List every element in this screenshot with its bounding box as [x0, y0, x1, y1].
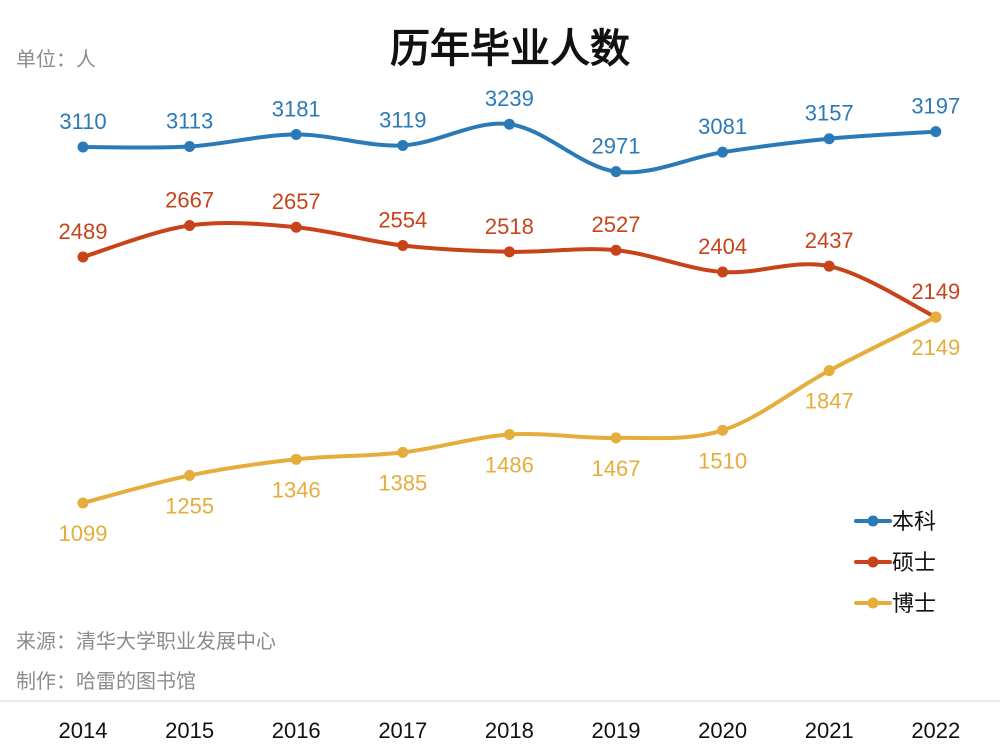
data-point-doctor-2020	[717, 424, 729, 436]
data-label-doctor-2019: 1467	[592, 456, 641, 481]
x-tick-label-2020: 2020	[698, 718, 747, 743]
legend-item-undergrad: 本科	[854, 510, 936, 535]
data-label-master-2016: 2657	[272, 189, 321, 214]
x-tick-label-2017: 2017	[378, 718, 427, 743]
data-label-master-2015: 2667	[165, 187, 214, 212]
data-point-doctor-2015	[184, 469, 196, 481]
data-point-master-2021	[823, 260, 835, 272]
data-point-undergrad-2020	[717, 146, 729, 158]
data-label-master-2022: 2149	[911, 279, 960, 304]
legend-label-doctor: 博士	[892, 592, 936, 617]
data-point-undergrad-2021	[823, 133, 835, 145]
legend-swatch-marker-undergrad	[867, 515, 879, 527]
data-point-master-2020	[717, 266, 729, 278]
data-label-undergrad-2016: 3181	[272, 96, 321, 121]
data-point-master-2019	[610, 244, 622, 256]
x-tick-label-2021: 2021	[805, 718, 854, 743]
series-undergrad: 3110 3113 3181 3119 3239 2971 3081 3157 3197	[59, 86, 960, 178]
legend-item-master: 硕士	[854, 551, 936, 576]
data-label-master-2017: 2554	[378, 207, 427, 232]
data-point-undergrad-2018	[503, 118, 515, 130]
maker-note: 制作：哈雷的图书馆	[16, 669, 196, 693]
data-label-undergrad-2019: 2971	[592, 134, 641, 159]
data-point-doctor-2014	[77, 497, 89, 509]
data-label-undergrad-2018: 3239	[485, 86, 534, 111]
data-label-doctor-2022: 2149	[911, 335, 960, 360]
data-label-undergrad-2021: 3157	[805, 101, 854, 126]
data-point-master-2014	[77, 251, 89, 263]
data-label-undergrad-2015: 3113	[166, 109, 213, 134]
data-point-master-2018	[503, 246, 515, 258]
data-label-undergrad-2020: 3081	[698, 114, 747, 139]
data-point-master-2017	[397, 239, 409, 251]
legend-item-doctor: 博士	[854, 592, 936, 617]
data-label-doctor-2014: 1099	[59, 521, 108, 546]
data-label-doctor-2015: 1255	[165, 493, 214, 518]
source-note: 来源：清华大学职业发展中心	[16, 629, 276, 653]
data-label-master-2014: 2489	[59, 219, 108, 244]
series-layer: 3110 3113 3181 3119 3239 2971 3081 3157 3197 2489…	[59, 86, 961, 546]
data-label-doctor-2020: 1510	[698, 448, 747, 473]
data-point-doctor-2019	[610, 432, 622, 444]
data-label-undergrad-2022: 3197	[911, 94, 960, 119]
chart-title: 历年毕业人数	[390, 26, 630, 72]
data-label-master-2020: 2404	[698, 234, 747, 259]
data-point-doctor-2018	[503, 429, 515, 441]
data-point-undergrad-2022	[930, 126, 942, 138]
data-point-doctor-2022	[930, 311, 942, 323]
series-master: 2489 2667 2657 2554 2518 2527 2404 2437 2149	[59, 187, 960, 323]
data-point-undergrad-2019	[610, 166, 622, 178]
data-label-undergrad-2017: 3119	[379, 107, 426, 132]
x-axis-ticks: 2014 2015 2016 2017 2018 2019 2020 2021 2022	[59, 718, 961, 743]
x-tick-label-2014: 2014	[59, 718, 108, 743]
data-point-undergrad-2015	[184, 141, 196, 153]
x-tick-label-2018: 2018	[485, 718, 534, 743]
data-label-doctor-2017: 1385	[378, 470, 427, 495]
data-label-doctor-2018: 1486	[485, 453, 534, 478]
data-point-doctor-2016	[290, 453, 302, 465]
x-tick-label-2016: 2016	[272, 718, 321, 743]
data-point-undergrad-2016	[290, 128, 302, 140]
x-tick-label-2019: 2019	[592, 718, 641, 743]
data-label-master-2019: 2527	[592, 212, 641, 237]
legend-swatch-marker-master	[867, 556, 879, 568]
data-point-undergrad-2017	[397, 139, 409, 151]
data-point-master-2016	[290, 221, 302, 233]
data-label-doctor-2016: 1346	[272, 477, 321, 502]
data-point-undergrad-2014	[77, 141, 89, 153]
data-label-doctor-2021: 1847	[805, 389, 854, 414]
data-point-doctor-2017	[397, 446, 409, 458]
series-doctor: 1099 1255 1346 1385 1486 1467 1510 1847 2149	[59, 311, 960, 546]
data-label-master-2018: 2518	[485, 214, 534, 239]
x-tick-label-2022: 2022	[911, 718, 960, 743]
data-label-undergrad-2014: 3110	[59, 109, 106, 134]
legend-label-undergrad: 本科	[892, 510, 936, 535]
unit-label: 单位：人	[16, 47, 96, 71]
data-label-master-2021: 2437	[805, 228, 854, 253]
legend-swatch-marker-doctor	[867, 597, 879, 609]
data-point-doctor-2021	[823, 365, 835, 377]
data-point-master-2015	[184, 219, 196, 231]
legend-label-master: 硕士	[892, 551, 936, 576]
x-tick-label-2015: 2015	[165, 718, 214, 743]
